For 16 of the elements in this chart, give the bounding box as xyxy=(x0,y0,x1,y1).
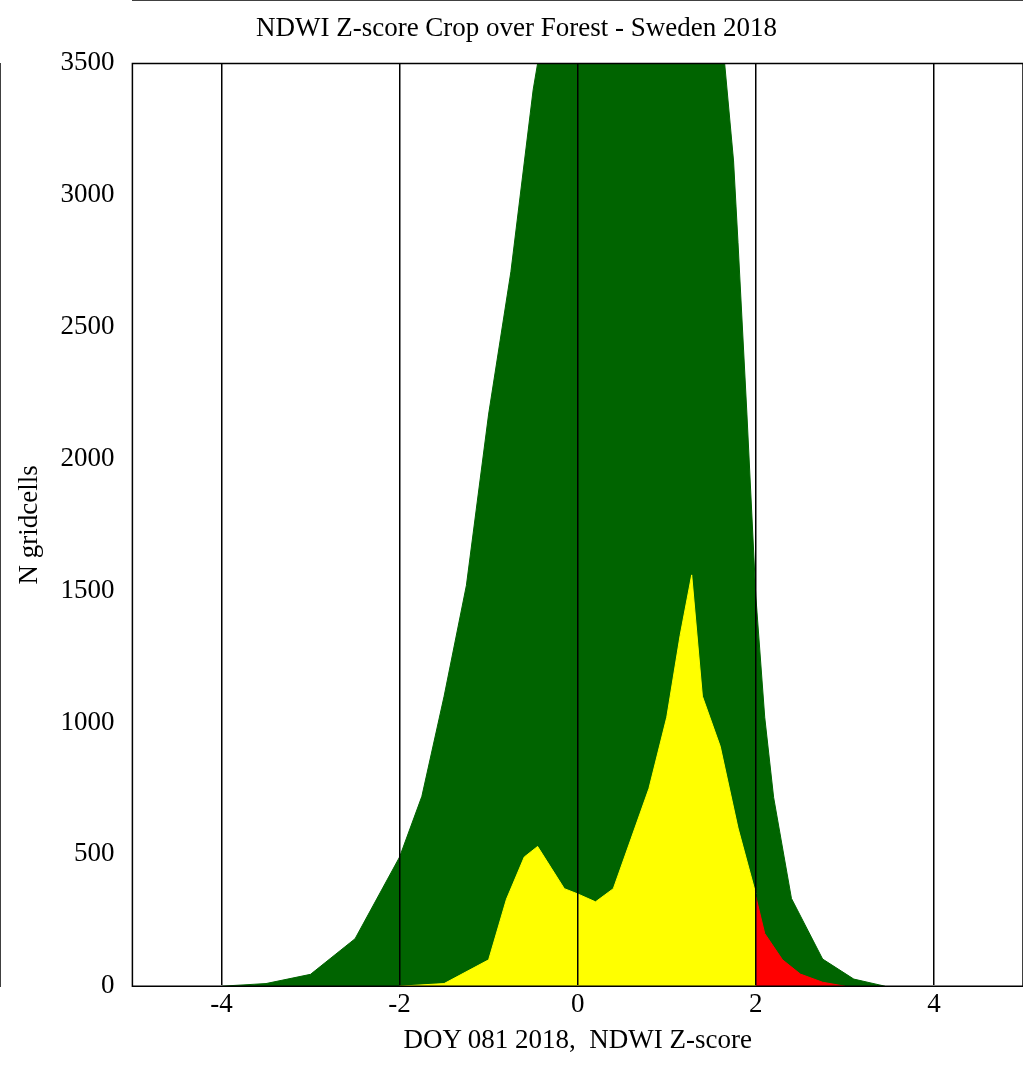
y-tick-label: 500 xyxy=(73,837,115,868)
x-tick-label: -4 xyxy=(210,988,234,1019)
y-tick-label: 3500 xyxy=(60,46,115,77)
x-tick-label: 0 xyxy=(570,988,585,1019)
y-tick-label: 2000 xyxy=(60,441,115,472)
y-axis-title: N gridcells xyxy=(13,465,44,585)
chart-title: NDWI Z-score Crop over Forest - Sweden 2018 xyxy=(255,12,778,43)
y-tick-label: 3000 xyxy=(60,178,115,209)
x-tick-label: -2 xyxy=(388,988,411,1019)
y-tick-label: 1500 xyxy=(60,573,115,604)
x-tick-label: 2 xyxy=(749,988,763,1019)
x-tick-label: 4 xyxy=(927,988,942,1019)
y-tick-label: 0 xyxy=(100,969,115,1000)
y-tick-label: 1000 xyxy=(60,705,115,736)
x-axis-title: DOY 081 2018, NDWI Z-score xyxy=(403,1023,752,1054)
y-tick-label: 2500 xyxy=(60,310,115,341)
